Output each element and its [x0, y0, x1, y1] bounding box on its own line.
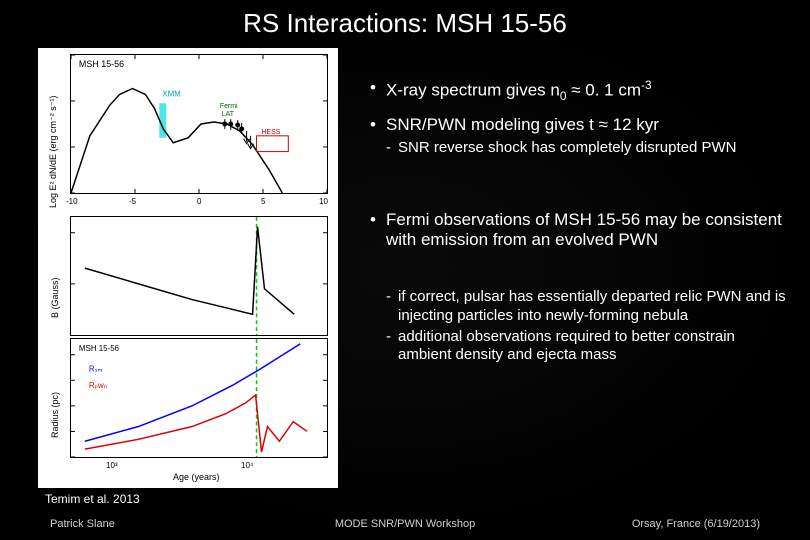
rpwn-label: Rₚwₙ — [89, 381, 107, 390]
footer-location-date: Orsay, France (6/19/2013) — [632, 518, 760, 530]
fermi-label: Fermi — [220, 103, 238, 110]
bfield-panel: 10⁻⁴ 10⁻⁵ — [70, 216, 328, 336]
bullet-3-sub-1: if correct, pulsar has essentially depar… — [370, 288, 790, 326]
panel-bot-title: MSH 15-56 — [79, 344, 120, 353]
bullet-3-subs: if correct, pulsar has essentially depar… — [370, 288, 790, 365]
panel-top-title: MSH 15-56 — [79, 59, 124, 69]
bfield-ylabel: B (Gauss) — [50, 277, 60, 318]
bullet-3-sub-2: additional observations required to bett… — [370, 328, 790, 366]
hess-label: HESS — [262, 129, 281, 136]
bullet-1: X-ray spectrum gives n0 ≈ 0. 1 cm-3 — [370, 78, 790, 107]
bullet-2-sub-1: SNR reverse shock has completely disrupt… — [370, 139, 790, 158]
xmm-label: XMM — [162, 89, 181, 98]
bullet-3: Fermi observations of MSH 15-56 may be c… — [370, 210, 790, 254]
radius-ylabel: Radius (pc) — [50, 392, 60, 438]
radius-xlabel: Age (years) — [173, 472, 220, 482]
hess-box — [257, 136, 289, 152]
figure-stack: MSH 15-56 XMM Fermi LAT HESS -8 -10 -12 … — [38, 48, 338, 488]
sed-ylabel: Log E² dN/dE (erg cm⁻² s⁻¹) — [48, 95, 59, 208]
bullet-2: SNR/PWN modeling gives t ≈ 12 kyr SNR re… — [370, 115, 790, 158]
sed-panel: MSH 15-56 XMM Fermi LAT HESS -8 -10 -12 … — [70, 54, 328, 194]
slide-title: RS Interactions: MSH 15-56 — [0, 8, 810, 39]
rsnr-label: Rₛₙᵣ — [89, 364, 103, 373]
bfield-curve — [85, 227, 294, 315]
svg-text:LAT: LAT — [222, 111, 235, 118]
figure-citation: Temim et al. 2013 — [45, 492, 140, 506]
radius-panel: MSH 15-56 Rₛₙᵣ Rₚwₙ 0 5 10 15 20 10³ 10⁴ — [70, 338, 328, 458]
